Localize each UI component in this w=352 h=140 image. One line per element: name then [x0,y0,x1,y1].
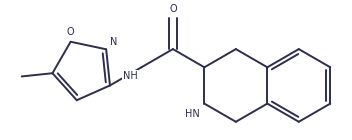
Text: N: N [109,37,117,47]
Text: O: O [67,27,74,37]
Text: O: O [169,4,177,14]
Text: NH: NH [123,71,138,81]
Text: HN: HN [185,109,200,119]
